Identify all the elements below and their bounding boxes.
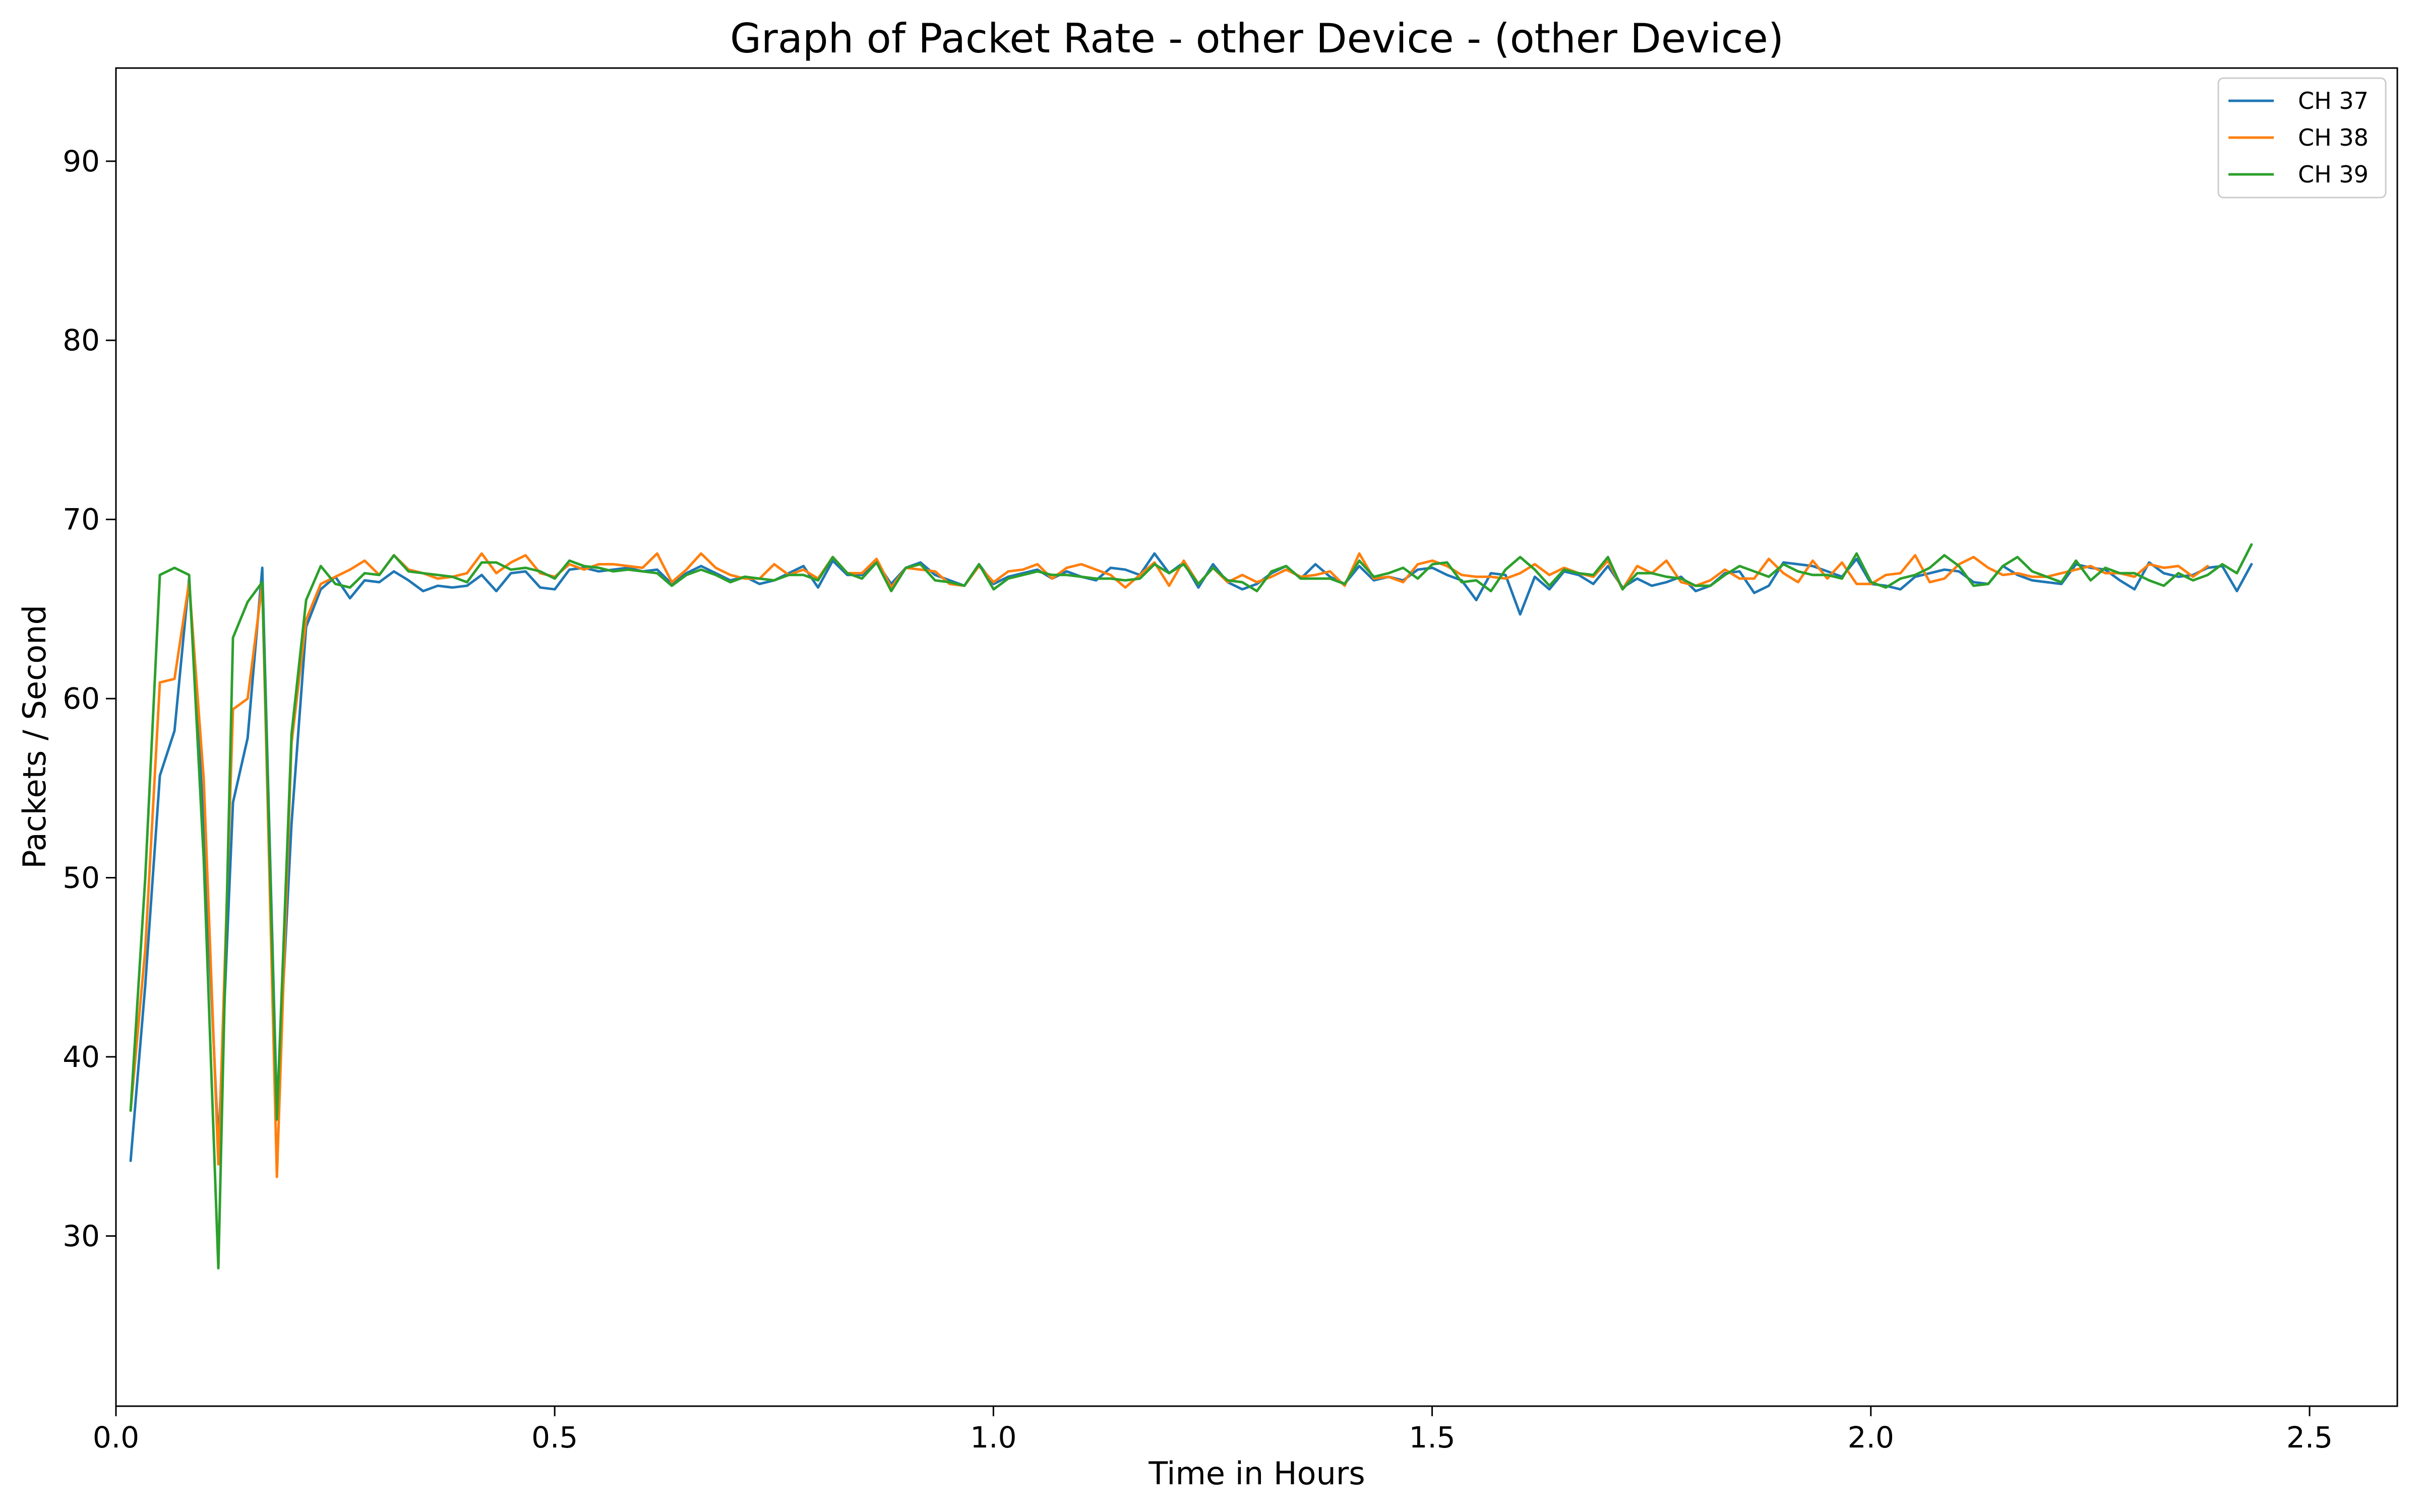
y-tick-label: 40: [63, 1040, 100, 1074]
y-axis-ticks: 30 40 50 60 70 80 90: [63, 144, 116, 1253]
y-tick-label: 80: [63, 323, 100, 357]
legend-frame: [2217, 77, 2387, 199]
y-tick-label: 90: [63, 144, 100, 178]
y-tick-label: 70: [63, 502, 100, 537]
x-tick-label: 2.5: [2286, 1420, 2333, 1455]
y-tick-label: 30: [63, 1219, 100, 1253]
series-line-ch-39: [129, 543, 2253, 1270]
series-line-ch-38: [129, 552, 2209, 1178]
chart-title: Graph of Packet Rate - other Device - (o…: [730, 15, 1784, 62]
x-tick-label: 0.5: [531, 1420, 578, 1455]
x-tick-label: 2.0: [1848, 1420, 1894, 1455]
x-tick-label: 1.0: [970, 1420, 1016, 1455]
x-tick-label: 1.5: [1409, 1420, 1455, 1455]
legend: CH 37 CH 38 CH 39: [2217, 77, 2387, 199]
legend-label: CH 37: [2298, 87, 2369, 114]
series-layer: [129, 543, 2253, 1270]
legend-label: CH 39: [2298, 161, 2369, 188]
legend-label: CH 38: [2298, 124, 2369, 151]
x-tick-label: 0.0: [93, 1420, 139, 1455]
x-axis-label: Time in Hours: [1148, 1455, 1365, 1492]
y-tick-label: 60: [63, 681, 100, 716]
x-axis-ticks: 0.0 0.5 1.0 1.5 2.0 2.5: [93, 1406, 2333, 1455]
y-tick-label: 50: [63, 861, 100, 895]
y-axis-label: Packets / Second: [16, 605, 53, 869]
plot-frame: [115, 67, 2398, 1407]
